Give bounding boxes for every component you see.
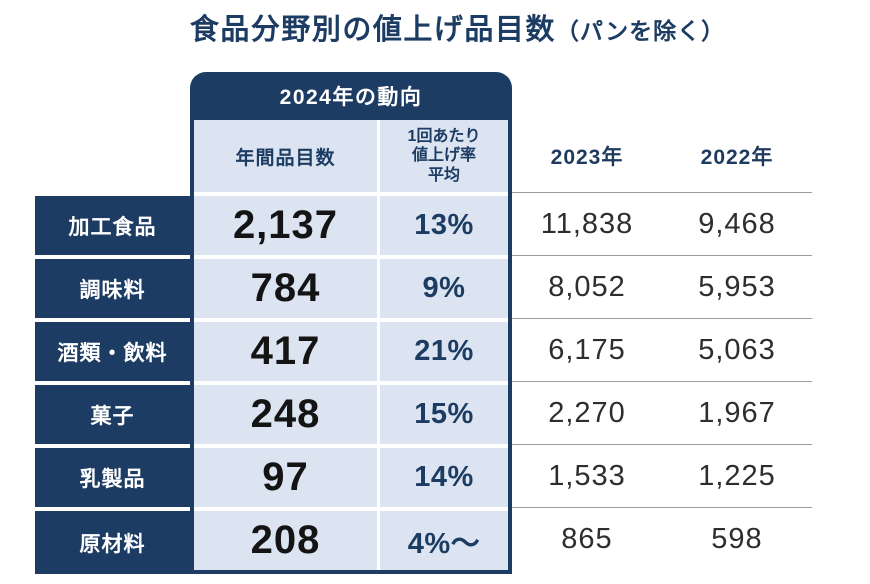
value-2022: 9,468 [698, 207, 776, 240]
table-row: 1,533 1,225 [512, 444, 812, 507]
year-2024-banner-label: 2024年の動向 [279, 86, 423, 109]
previous-years-header: 2023年 2022年 [512, 120, 812, 192]
category-column: 加工食品 調味料 酒類・飲料 菓子 乳製品 原材料 [35, 120, 190, 574]
table-row: 11,838 9,468 [512, 192, 812, 255]
annual-items-value: 208 [194, 511, 380, 570]
value-2023: 2,270 [548, 396, 626, 429]
table-row: 8,052 5,953 [512, 255, 812, 318]
page-title-note: （パンを除く） [555, 18, 726, 44]
value-2023: 8,052 [548, 270, 626, 303]
row-label-raw-materials: 原材料 [35, 507, 190, 574]
year-2024-block: 年間品目数 1回あたり 値上げ率 平均 2,137 13% 784 9% 417… [190, 120, 512, 574]
rate-value: 14% [414, 461, 474, 493]
price-increase-table: 加工食品 調味料 酒類・飲料 菓子 乳製品 原材料 年間品目数 1回あたり 値上… [35, 120, 870, 574]
annual-items-value: 417 [194, 322, 380, 381]
table-row: 2,270 1,967 [512, 381, 812, 444]
table-row: 784 9% [194, 255, 508, 318]
row-label-processed-foods: 加工食品 [35, 192, 190, 255]
column-header-annual-items: 年間品目数 [194, 120, 380, 192]
column-header-2023: 2023年 [550, 146, 624, 169]
value-2022: 1,225 [698, 459, 776, 492]
annual-items-value: 2,137 [194, 196, 380, 255]
column-header-average-rate-line1: 1回あたり [407, 127, 481, 145]
value-2023: 6,175 [548, 333, 626, 366]
value-2022: 598 [711, 522, 763, 555]
year-2024-banner: 2024年の動向 [190, 72, 512, 120]
rate-value: 9% [422, 272, 466, 304]
value-2023: 1,533 [548, 459, 626, 492]
table-row: 417 21% [194, 318, 508, 381]
value-2023: 865 [561, 522, 613, 555]
row-label-dairy: 乳製品 [35, 444, 190, 507]
table-row: 2,137 13% [194, 192, 508, 255]
row-label-confectionery: 菓子 [35, 381, 190, 444]
row-label-alcohol-beverages: 酒類・飲料 [35, 318, 190, 381]
rate-value: 4%～ [407, 527, 481, 560]
value-2022: 5,063 [698, 333, 776, 366]
year-2024-block-header: 年間品目数 1回あたり 値上げ率 平均 [194, 120, 508, 192]
category-column-spacer [35, 120, 190, 192]
previous-years-columns: 2023年 2022年 11,838 9,468 8,052 5,953 6,1… [512, 120, 812, 574]
table-row: 208 4%～ [194, 507, 508, 570]
annual-items-value: 784 [194, 259, 380, 318]
table-row: 97 14% [194, 444, 508, 507]
table-row: 6,175 5,063 [512, 318, 812, 381]
value-2022: 5,953 [698, 270, 776, 303]
rate-value: 21% [414, 335, 474, 367]
column-header-average-rate-line2: 値上げ率 [411, 147, 476, 165]
rate-value: 15% [414, 398, 474, 430]
value-2022: 1,967 [698, 396, 776, 429]
row-label-seasonings: 調味料 [35, 255, 190, 318]
table-row: 865 598 [512, 507, 812, 570]
annual-items-value: 97 [194, 448, 380, 507]
page-title-main: 食品分野別の値上げ品目数 [189, 14, 556, 46]
rate-value: 13% [414, 209, 474, 241]
page-title: 食品分野別の値上げ品目数（パンを除く） [0, 0, 870, 50]
column-header-2022: 2022年 [700, 146, 774, 169]
column-header-average-rate: 1回あたり 値上げ率 平均 [380, 120, 508, 192]
annual-items-value: 248 [194, 385, 380, 444]
value-2023: 11,838 [540, 207, 634, 240]
column-header-average-rate-line3: 平均 [427, 166, 460, 184]
table-row: 248 15% [194, 381, 508, 444]
